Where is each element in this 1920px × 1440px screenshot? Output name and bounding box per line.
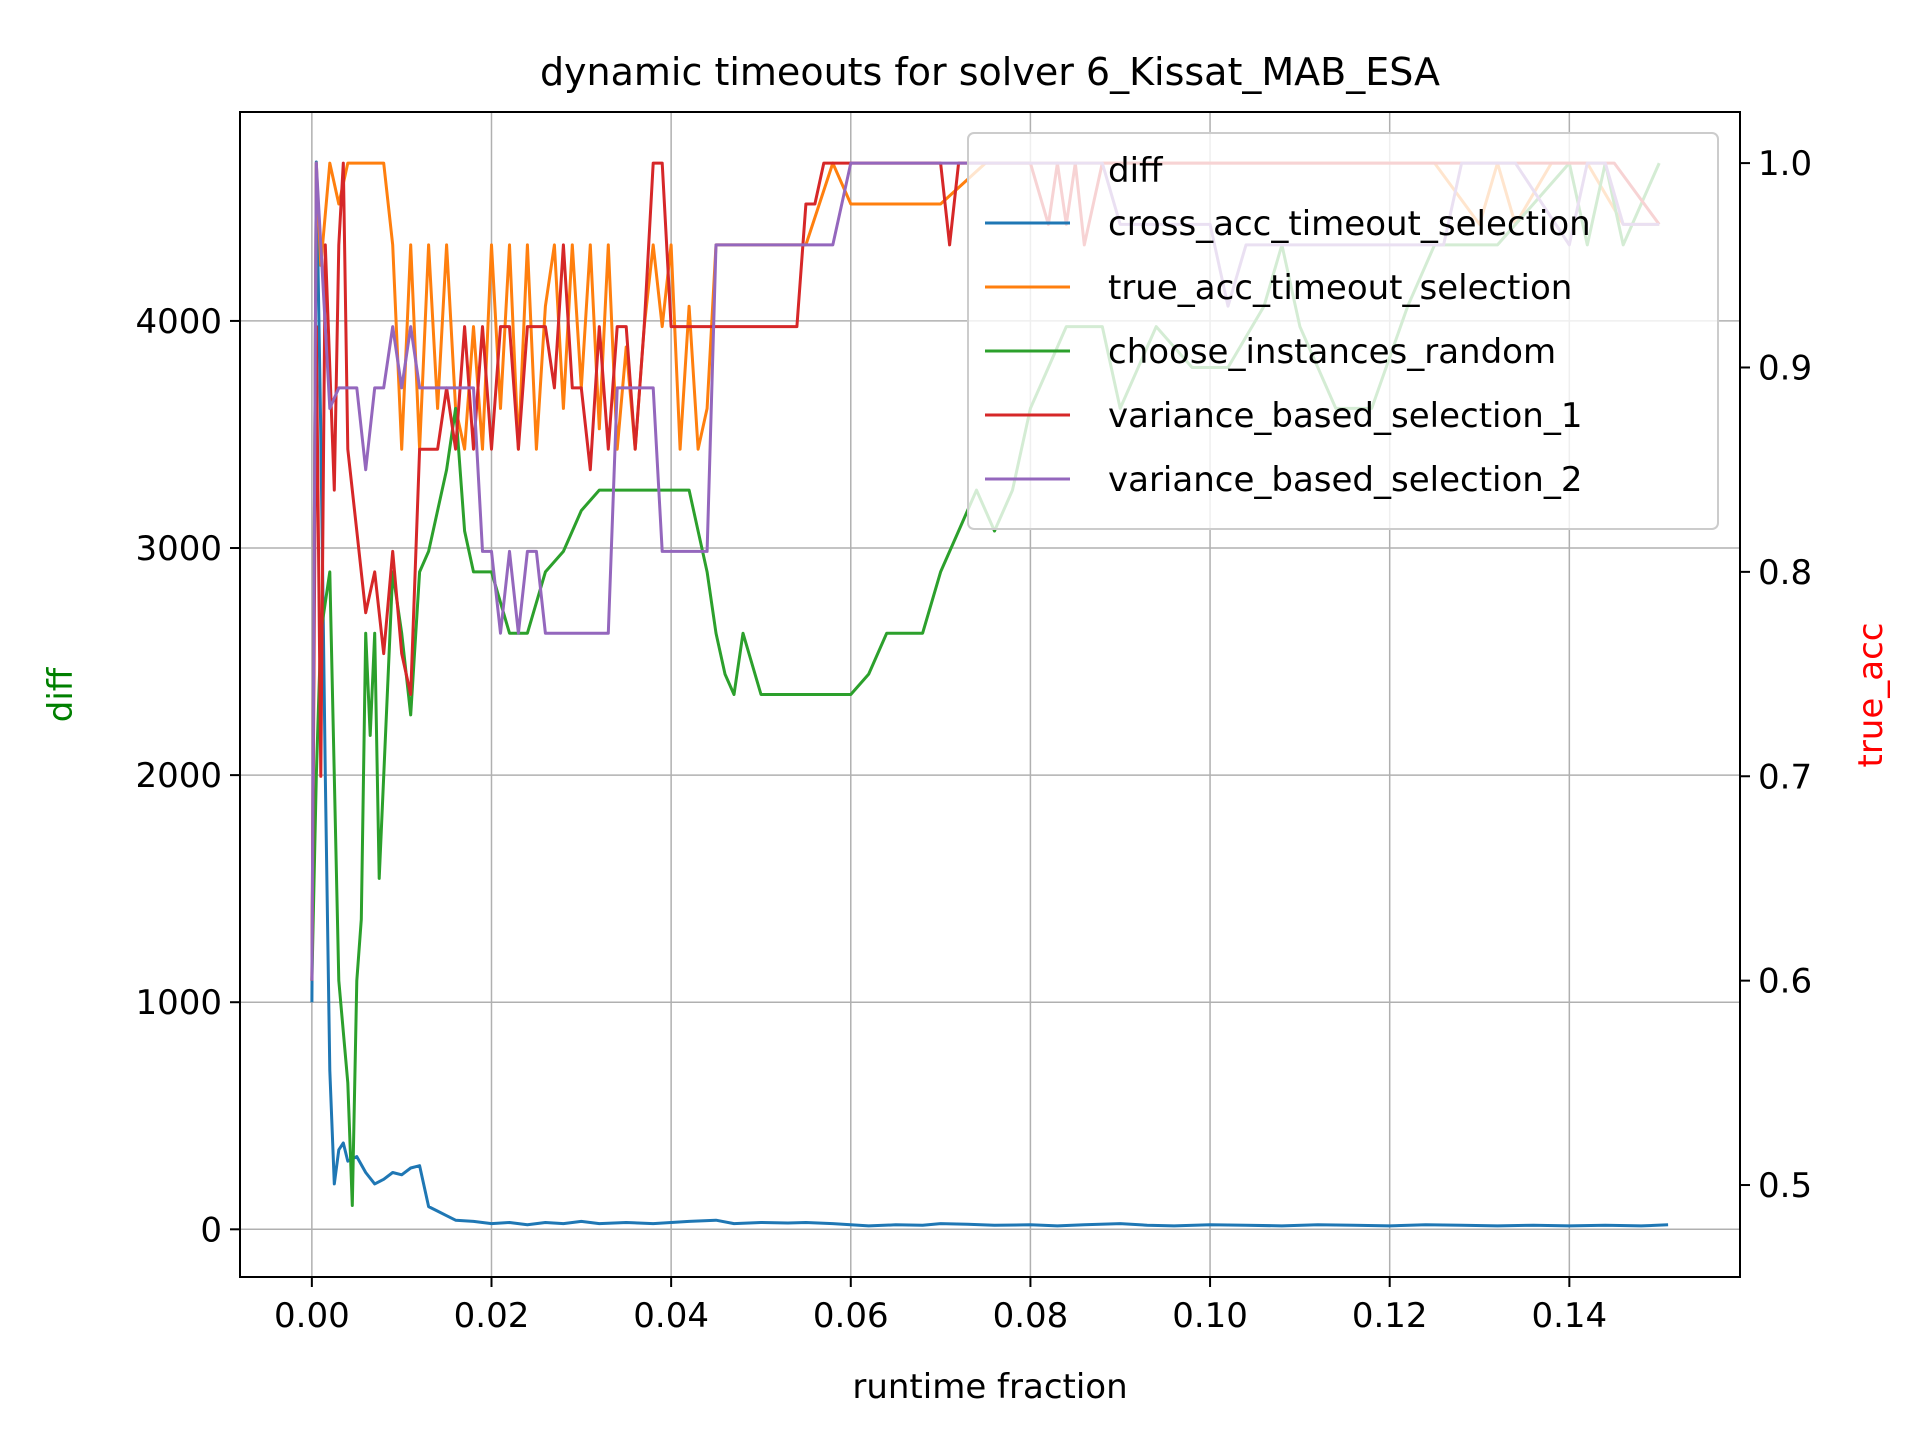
y-right-tick-label: 0.8 [1758, 553, 1812, 593]
y-left-tick-label: 2000 [135, 756, 222, 796]
legend-label: cross_acc_timeout_selection [1108, 204, 1591, 244]
y-right-tick-label: 0.5 [1758, 1166, 1812, 1206]
y-left-tick-label: 4000 [135, 302, 222, 342]
legend-box [967, 132, 1719, 530]
legend: diff cross_acc_timeout_selection true_acc… [967, 132, 1719, 530]
legend-label: variance_based_selection_1 [1108, 396, 1582, 436]
plot-frame [239, 111, 1741, 1278]
y-right-tick-label: 0.6 [1758, 962, 1812, 1002]
y-right-tick-label: 0.7 [1758, 757, 1812, 797]
x-tick-label: 0.02 [454, 1296, 530, 1336]
y-axis-left-label: diff [41, 666, 81, 722]
x-tick-label: 0.14 [1531, 1296, 1607, 1336]
x-axis-label: runtime fraction [852, 1367, 1127, 1407]
y-axis-left: 0 1000 2000 3000 4000 [135, 302, 240, 1250]
x-axis: 0.00 0.02 0.04 0.06 0.08 0.10 0.12 0.14 [274, 1277, 1607, 1336]
series-line-cross-acc-timeout-selection [310, 160, 1669, 1228]
y-left-tick-label: 1000 [135, 983, 222, 1023]
legend-label: choose_instances_random [1108, 332, 1556, 372]
legend-label: true_acc_timeout_selection [1108, 268, 1572, 308]
y-left-tick-label: 0 [200, 1210, 222, 1250]
x-tick-label: 0.06 [813, 1296, 889, 1336]
y-left-tick-label: 3000 [135, 529, 222, 569]
x-tick-label: 0.04 [633, 1296, 709, 1336]
y-axis-right-label: true_acc [1851, 623, 1891, 768]
y-axis-right: 0.5 0.6 0.7 0.8 0.9 1.0 [1740, 144, 1812, 1206]
legend-title: diff [1108, 151, 1164, 191]
x-tick-label: 0.10 [1172, 1296, 1248, 1336]
y-right-tick-label: 1.0 [1758, 144, 1812, 184]
x-tick-label: 0.12 [1352, 1296, 1428, 1336]
chart-title: dynamic timeouts for solver 6_Kissat_MAB… [540, 50, 1440, 94]
x-tick-label: 0.00 [274, 1296, 350, 1336]
legend-entries: cross_acc_timeout_selection true_acc_time… [985, 204, 1591, 500]
legend-label: variance_based_selection_2 [1108, 460, 1582, 500]
y-right-tick-label: 0.9 [1758, 348, 1812, 388]
x-tick-label: 0.08 [993, 1296, 1069, 1336]
